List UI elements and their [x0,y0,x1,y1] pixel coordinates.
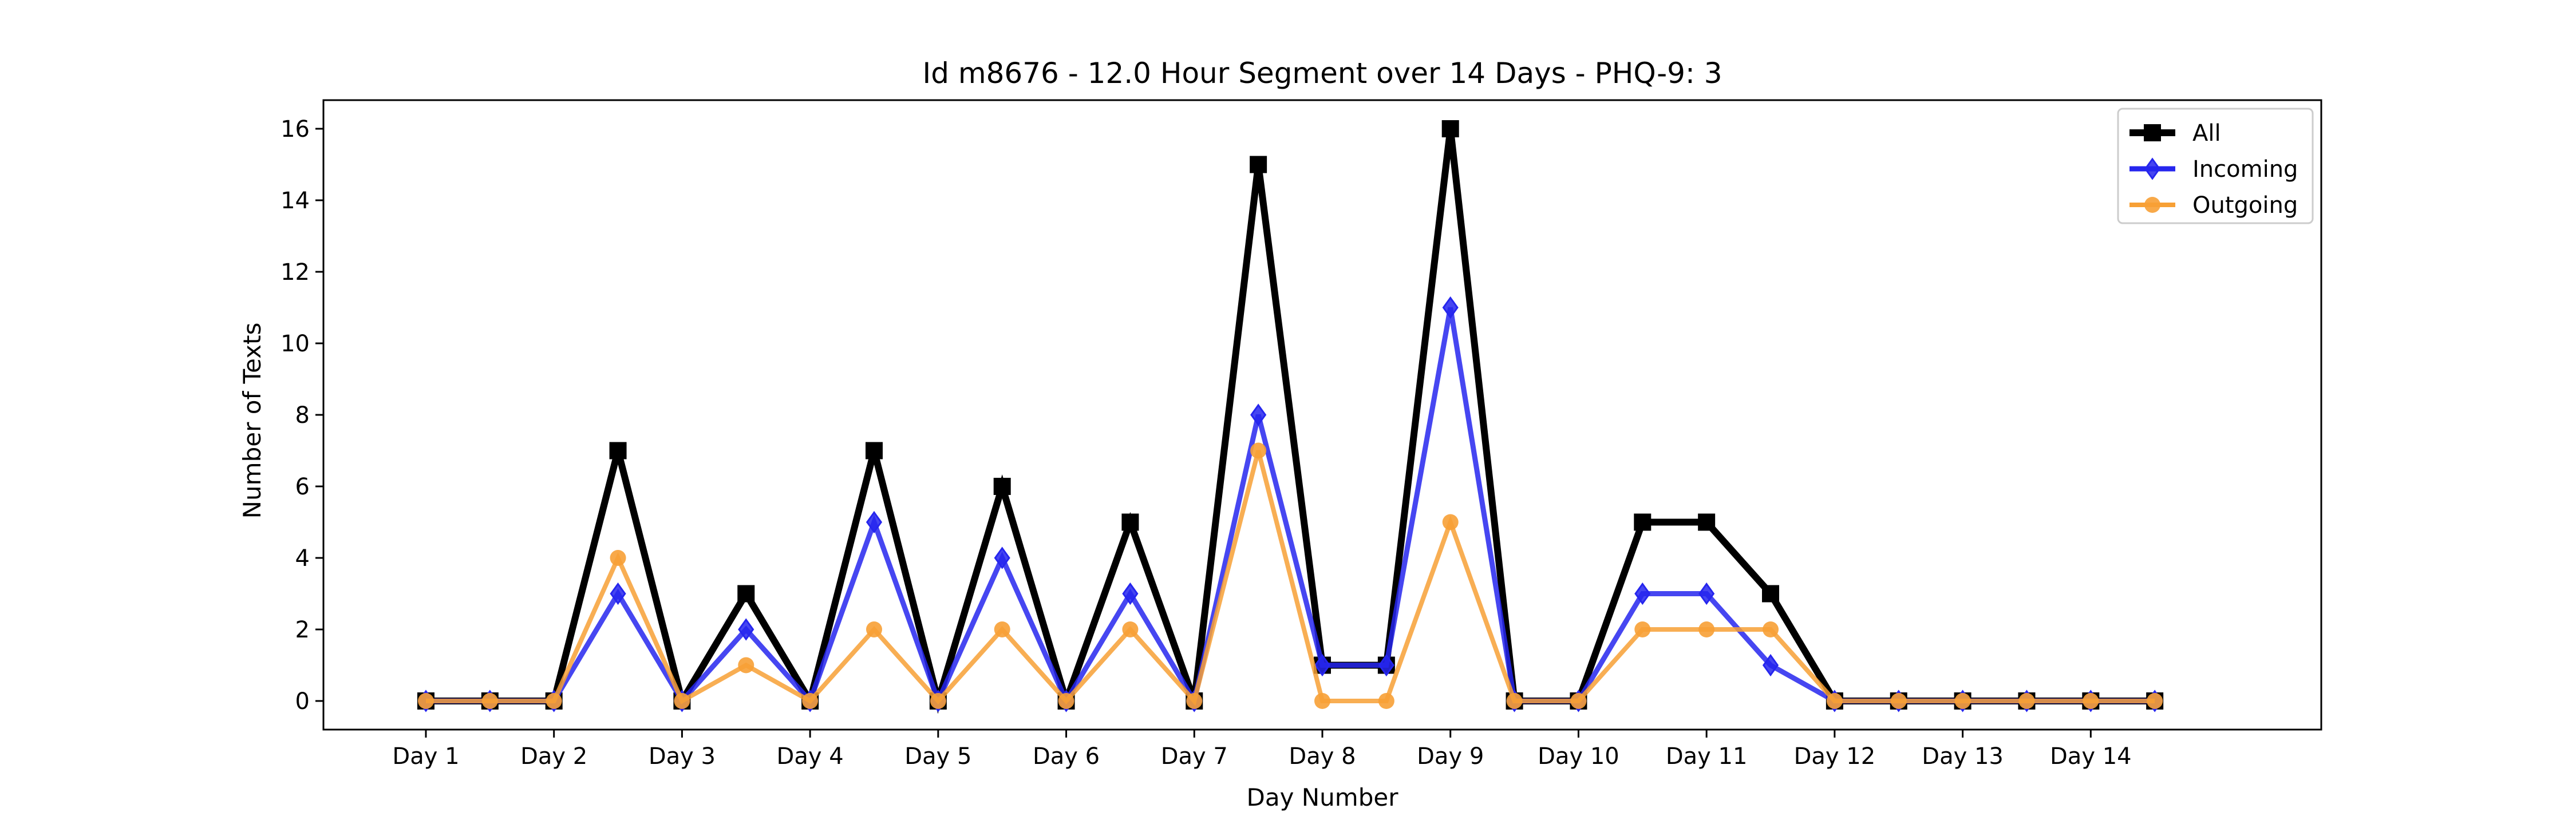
data-point-outgoing [738,657,754,674]
data-point-incoming [1634,582,1651,605]
data-point-all [993,478,1011,495]
data-point-all [865,442,883,459]
data-point-incoming [1762,653,1779,677]
data-point-incoming [1122,582,1139,605]
data-point-outgoing [1186,693,1203,709]
data-point-outgoing [866,621,882,637]
series-line-incoming [425,307,2155,708]
data-point-incoming [1250,403,1267,426]
data-point-outgoing [1634,621,1651,637]
x-tick-label: Day 5 [904,743,971,770]
y-tick-label: 8 [295,402,310,429]
series-line-all [425,128,2155,714]
series-incoming [417,296,2163,712]
data-point-incoming [1378,653,1394,677]
data-point-all [1121,513,1139,531]
legend-marker [2144,157,2161,180]
data-point-outgoing [1442,514,1459,530]
x-tick-label: Day 12 [1794,743,1876,770]
data-point-outgoing [546,693,562,709]
series-all [417,120,2164,714]
y-tick-label: 4 [295,545,310,572]
x-tick-label: Day 14 [2050,743,2132,770]
data-point-outgoing [1698,621,1715,637]
data-point-outgoing [1570,693,1587,709]
legend-label: Incoming [2192,156,2298,183]
x-tick-label: Day 2 [520,743,587,770]
y-tick-label: 10 [280,331,310,357]
y-tick-label: 12 [280,259,310,286]
y-tick-label: 0 [295,688,310,715]
legend-label: Outgoing [2192,192,2298,219]
series-line-outgoing [425,450,2155,706]
y-tick-label: 16 [280,116,310,142]
data-point-incoming [738,618,754,641]
x-tick-label: Day 4 [777,743,844,770]
data-point-all [737,585,755,603]
data-point-outgoing [1890,693,1907,709]
x-axis-title: Day Number [1246,783,1398,811]
legend-marker [2144,197,2160,213]
legend-entry: Outgoing [2129,192,2298,219]
data-point-outgoing [1506,693,1523,709]
y-tick-label: 6 [295,474,310,500]
legend-box [2117,108,2314,224]
legend-entry: All [2129,120,2221,146]
data-point-outgoing [1250,442,1267,459]
legend-marker [2144,124,2161,141]
data-point-outgoing [930,693,946,709]
legend-entry: Incoming [2129,156,2298,183]
data-point-outgoing [417,693,434,709]
data-point-incoming [1314,653,1331,677]
data-point-outgoing [610,550,626,566]
data-point-outgoing [1954,693,1971,709]
data-point-outgoing [994,621,1010,637]
plot-frame [322,99,2322,731]
y-axis-title: Number of Texts [238,323,266,519]
data-point-outgoing [1763,621,1779,637]
x-tick-label: Day 6 [1033,743,1100,770]
legend-label: All [2192,120,2221,146]
data-point-outgoing [2147,693,2163,709]
x-tick-label: Day 3 [649,743,716,770]
data-point-outgoing [802,693,819,709]
data-point-incoming [866,510,883,534]
x-tick-label: Day 11 [1666,743,1748,770]
data-point-incoming [610,582,626,605]
x-tick-label: Day 10 [1538,743,1619,770]
data-point-all [1441,120,1459,137]
data-point-outgoing [2083,693,2099,709]
data-point-outgoing [1314,693,1330,709]
x-tick-label: Day 7 [1161,743,1228,770]
x-tick-label: Day 8 [1289,743,1356,770]
axis-ticks: 0 2 4 6 8 10 12 14 16 Day 1 Day 2 Day 3 Day 4 Day 5 Da… [280,116,2132,770]
x-tick-label: Day 9 [1417,743,1484,770]
x-tick-label: Day 13 [1922,743,2004,770]
y-tick-label: 2 [295,617,310,643]
data-point-incoming [994,546,1010,569]
series-outgoing [417,442,2163,709]
data-point-outgoing [674,693,690,709]
data-point-all [609,442,627,459]
data-point-incoming [1442,296,1459,319]
data-point-all [1698,513,1716,531]
data-point-outgoing [481,693,498,709]
data-point-outgoing [1122,621,1139,637]
data-point-incoming [1698,582,1715,605]
x-tick-label: Day 1 [392,743,459,770]
chart-title: Id m8676 - 12.0 Hour Segment over 14 Day… [922,57,1722,90]
data-point-outgoing [1058,693,1074,709]
data-point-all [1250,156,1267,173]
data-point-outgoing [2018,693,2035,709]
y-tick-label: 14 [280,188,310,214]
data-point-all [1634,513,1652,531]
legend: All Incoming Outgoing [2117,108,2314,224]
data-point-outgoing [1826,693,1843,709]
series-layer [417,120,2164,714]
data-point-outgoing [1378,693,1394,709]
data-point-all [1762,585,1780,603]
